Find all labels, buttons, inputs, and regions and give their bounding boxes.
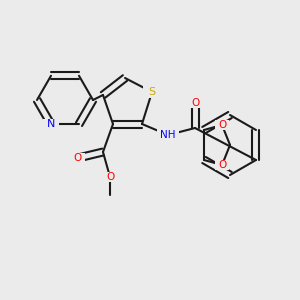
FancyBboxPatch shape: [215, 160, 229, 170]
FancyBboxPatch shape: [188, 98, 202, 108]
FancyBboxPatch shape: [71, 153, 85, 163]
FancyBboxPatch shape: [215, 120, 229, 130]
Text: O: O: [106, 172, 114, 182]
FancyBboxPatch shape: [103, 172, 117, 182]
FancyBboxPatch shape: [143, 86, 161, 98]
Text: N: N: [47, 119, 55, 129]
Text: O: O: [218, 120, 226, 130]
FancyBboxPatch shape: [157, 129, 179, 141]
Text: O: O: [191, 98, 199, 108]
Text: NH: NH: [160, 130, 176, 140]
Text: S: S: [148, 87, 156, 97]
FancyBboxPatch shape: [43, 119, 59, 130]
Text: O: O: [74, 153, 82, 163]
Text: O: O: [218, 160, 226, 170]
